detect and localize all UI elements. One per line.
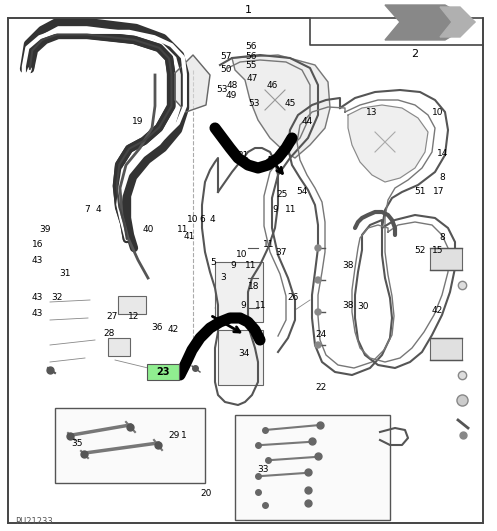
Text: 1: 1 xyxy=(181,431,187,440)
Text: 25: 25 xyxy=(276,190,287,199)
Text: 8: 8 xyxy=(439,174,445,182)
Polygon shape xyxy=(440,7,475,37)
Text: 36: 36 xyxy=(151,323,163,331)
Text: 49: 49 xyxy=(226,91,237,100)
Text: 33: 33 xyxy=(257,466,269,474)
Text: 41: 41 xyxy=(183,232,194,241)
Bar xyxy=(215,262,263,322)
Text: 55: 55 xyxy=(246,62,257,70)
Text: 27: 27 xyxy=(106,312,117,321)
Text: 40: 40 xyxy=(143,225,154,234)
Text: 16: 16 xyxy=(31,241,43,249)
Text: 42: 42 xyxy=(432,306,443,314)
Text: 43: 43 xyxy=(32,309,43,318)
Text: 4: 4 xyxy=(95,205,101,213)
Circle shape xyxy=(315,277,321,283)
Text: 11: 11 xyxy=(262,241,274,249)
Polygon shape xyxy=(175,55,210,112)
Text: 2: 2 xyxy=(412,49,418,59)
Text: 10: 10 xyxy=(236,251,248,259)
Text: 44: 44 xyxy=(302,117,313,125)
Bar xyxy=(118,296,146,314)
Text: 10: 10 xyxy=(431,108,443,117)
Text: 5: 5 xyxy=(210,258,216,267)
Text: 30: 30 xyxy=(357,302,369,311)
Text: 20: 20 xyxy=(201,490,212,498)
Text: 11: 11 xyxy=(245,261,256,270)
Text: 7: 7 xyxy=(84,205,90,213)
Text: 17: 17 xyxy=(432,187,444,195)
Text: 29: 29 xyxy=(168,431,179,440)
Bar xyxy=(430,338,462,360)
Text: 22: 22 xyxy=(315,383,326,392)
Bar xyxy=(108,338,130,356)
Text: 54: 54 xyxy=(296,187,307,196)
Text: 56: 56 xyxy=(245,53,257,61)
Text: 53: 53 xyxy=(248,99,260,107)
Text: 24: 24 xyxy=(315,330,326,339)
Text: 42: 42 xyxy=(167,326,178,334)
Text: 9: 9 xyxy=(272,205,278,213)
Text: 18: 18 xyxy=(248,282,259,291)
Text: 15: 15 xyxy=(431,246,443,255)
Text: 45: 45 xyxy=(284,99,295,107)
Text: 11: 11 xyxy=(285,205,297,213)
Text: 50: 50 xyxy=(220,65,232,74)
Polygon shape xyxy=(232,55,330,158)
Text: 43: 43 xyxy=(32,256,43,264)
Text: 9: 9 xyxy=(241,301,247,310)
Text: 23: 23 xyxy=(156,367,170,377)
Text: 4: 4 xyxy=(209,215,215,224)
Bar xyxy=(235,415,390,520)
Text: 47: 47 xyxy=(247,74,257,83)
Text: 51: 51 xyxy=(414,187,426,195)
Text: 11: 11 xyxy=(177,225,189,234)
Bar xyxy=(218,330,263,385)
Text: 37: 37 xyxy=(275,248,287,256)
Text: PU21233: PU21233 xyxy=(15,518,53,527)
Text: 28: 28 xyxy=(104,329,115,338)
Text: 11: 11 xyxy=(255,301,267,310)
Text: 34: 34 xyxy=(238,349,249,357)
Text: 3: 3 xyxy=(221,273,227,282)
Text: 26: 26 xyxy=(288,293,299,302)
Text: 1: 1 xyxy=(245,5,251,15)
Polygon shape xyxy=(385,5,475,40)
Text: 48: 48 xyxy=(227,81,238,90)
Text: 12: 12 xyxy=(128,312,139,321)
Polygon shape xyxy=(348,105,428,182)
Circle shape xyxy=(315,245,321,251)
Text: 35: 35 xyxy=(71,439,83,448)
Text: 13: 13 xyxy=(366,108,378,117)
Text: 43: 43 xyxy=(32,294,43,302)
Bar xyxy=(430,248,462,270)
Text: 21: 21 xyxy=(238,151,249,160)
Text: 39: 39 xyxy=(39,225,51,234)
Text: 52: 52 xyxy=(414,246,425,255)
Bar xyxy=(55,408,205,483)
Text: 10: 10 xyxy=(187,215,199,224)
Text: 6: 6 xyxy=(199,215,205,224)
Text: 32: 32 xyxy=(52,294,63,302)
Text: 38: 38 xyxy=(342,301,354,310)
Text: 46: 46 xyxy=(267,81,278,90)
Text: 56: 56 xyxy=(245,42,257,50)
Text: 9: 9 xyxy=(231,261,237,270)
Text: 14: 14 xyxy=(437,150,448,158)
Circle shape xyxy=(315,309,321,315)
Text: 19: 19 xyxy=(132,117,144,125)
Text: 31: 31 xyxy=(59,270,71,278)
Text: 53: 53 xyxy=(216,85,228,93)
FancyBboxPatch shape xyxy=(147,364,179,380)
Circle shape xyxy=(315,342,321,348)
Text: 8: 8 xyxy=(439,233,445,242)
Text: 38: 38 xyxy=(342,261,354,270)
Text: 57: 57 xyxy=(220,53,232,61)
